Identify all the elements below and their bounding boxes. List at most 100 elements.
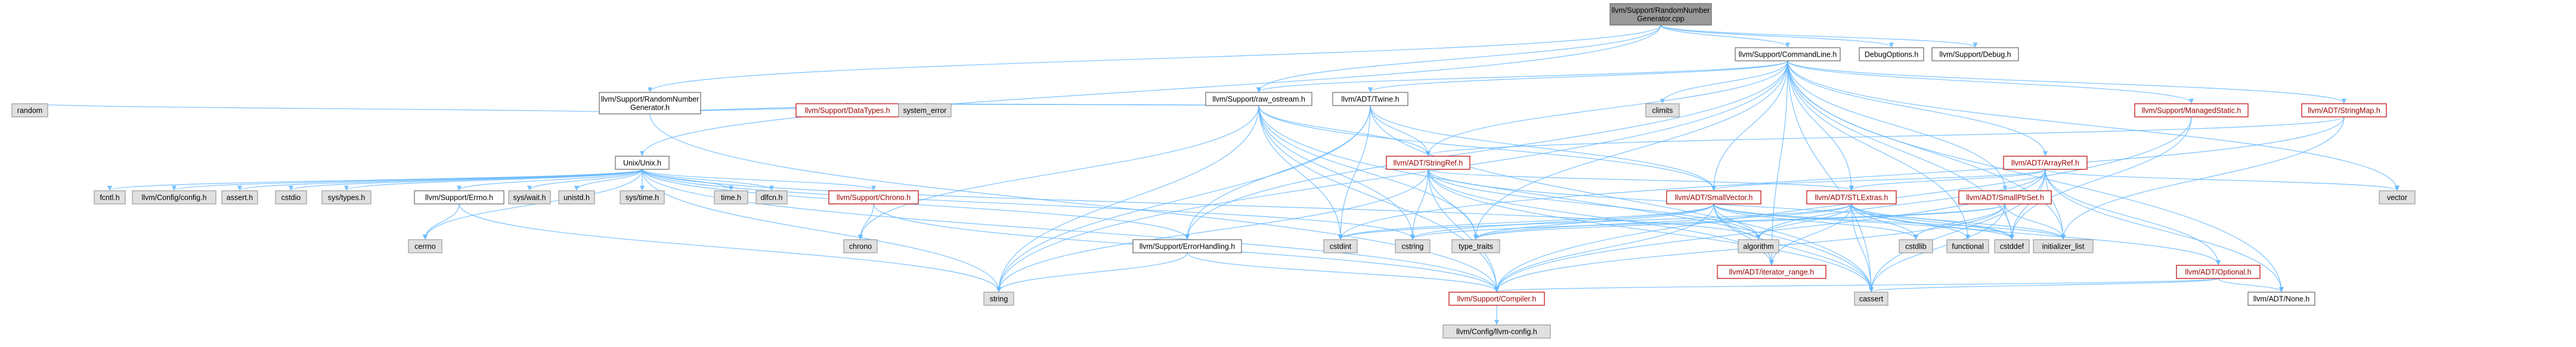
node-syserr: system_error [898, 103, 952, 117]
edge-line [1755, 169, 2046, 240]
node-label: llvm/ADT/StringRef.h [1394, 159, 1463, 168]
node-box [983, 292, 1014, 306]
node-twine[interactable]: llvm/ADT/Twine.h [1332, 92, 1408, 106]
node-cmdline[interactable]: llvm/Support/CommandLine.h [1735, 47, 1841, 61]
node-label: random [17, 107, 42, 115]
node-label: Generator.h [630, 104, 670, 112]
node-chrono: chrono [843, 239, 878, 253]
edge-line [1425, 60, 1788, 156]
edge-managed-to-cstddef [2009, 116, 2192, 240]
node-errhandling[interactable]: llvm/Support/ErrorHandling.h [1132, 239, 1242, 253]
edge-line [1868, 203, 2006, 292]
edge-line [1428, 169, 1854, 191]
edge-unix-to-syswait [527, 169, 643, 191]
node-label: cassert [1859, 295, 1884, 303]
node-label: llvm/ADT/ArrayRef.h [2011, 159, 2079, 168]
edge-unix-to-systypes [344, 169, 643, 191]
node-box [1854, 292, 1888, 306]
node-cstring: cstring [1395, 239, 1431, 253]
node-rawos[interactable]: llvm/Support/raw_ostream.h [1205, 92, 1312, 106]
edge-line [1711, 169, 2046, 191]
edge-line [1494, 116, 2192, 292]
edge-cmdline-to-string [996, 60, 1788, 292]
edge-arrayref-to-vector [2045, 169, 2399, 191]
node-box [1717, 265, 1826, 279]
edge-unix-to-cstdio [289, 169, 643, 191]
node-vector: vector [2379, 190, 2416, 205]
edge-rawos-to-cassert [1258, 105, 1874, 292]
node-smallvec[interactable]: llvm/ADT/SmallVector.h [1666, 190, 1761, 205]
node-errno[interactable]: llvm/Support/Errno.h [414, 190, 504, 205]
node-box [11, 103, 48, 117]
node-label: llvm/Support/RandomNumber [1612, 7, 1710, 15]
node-datatypes[interactable]: llvm/Support/DataTypes.h [795, 103, 899, 117]
node-smallptr[interactable]: llvm/ADT/SmallPtrSet.h [1958, 190, 2052, 205]
node-cassert: cassert [1854, 292, 1888, 306]
node-strmap[interactable]: llvm/ADT/StringMap.h [2301, 103, 2387, 117]
node-compiler[interactable]: llvm/Support/Compiler.h [1448, 292, 1545, 306]
edge-line [1428, 169, 1874, 292]
edge-twine-to-errhandling [1184, 105, 1371, 240]
edge-root-to-cmdline [1660, 24, 1791, 48]
edge-smallvec-to-cstdint [1337, 203, 1714, 240]
node-iterrange[interactable]: llvm/ADT/iterator_range.h [1717, 265, 1826, 279]
node-label: llvm/Support/ErrorHandling.h [1140, 243, 1236, 251]
edge-line [1256, 60, 1788, 92]
edge-line [2060, 116, 2345, 240]
edge-cmdline-to-vector [1787, 60, 2400, 191]
node-cerrno: cerrno [408, 239, 442, 253]
edge-rawos-to-typetraits [1258, 105, 1479, 240]
node-initlist: initializer_list [2033, 239, 2094, 253]
edge-line [642, 169, 1500, 292]
node-optional[interactable]: llvm/ADT/Optional.h [2176, 265, 2261, 279]
edge-rng-to-compiler [649, 113, 1500, 292]
edge-line [1787, 60, 2346, 104]
node-chronoh[interactable]: llvm/Support/Chrono.h [828, 190, 919, 205]
edge-line [1426, 116, 2345, 156]
node-managed[interactable]: llvm/Support/ManagedStatic.h [2134, 103, 2249, 117]
edge-line [642, 169, 1190, 240]
node-debugopt[interactable]: DebugOptions.h [1859, 47, 1924, 61]
node-unix[interactable]: Unix/Unix.h [615, 156, 670, 170]
edge-line [1660, 24, 1978, 48]
edge-stringref-to-algorithm [1428, 169, 1761, 240]
edge-line [1851, 203, 1971, 240]
edge-line [1494, 278, 2219, 292]
edge-strmap-to-cstdint [1337, 116, 2345, 240]
node-box [714, 190, 748, 205]
edge-line [1755, 203, 1852, 240]
edge-cmdline-to-typetraits [1473, 60, 1788, 240]
node-label: llvm/ADT/SmallVector.h [1675, 194, 1753, 202]
node-box [620, 190, 665, 205]
edge-errno-to-cerrno [422, 203, 460, 240]
edge-root-to-debugopt [1660, 24, 1894, 48]
edge-line [996, 105, 1259, 292]
node-stringref[interactable]: llvm/ADT/StringRef.h [1386, 156, 1470, 170]
node-box [1645, 103, 1680, 117]
node-label: vector [2387, 194, 2407, 202]
node-box [408, 239, 442, 253]
edge-line [344, 169, 643, 191]
edge-line [1184, 105, 1371, 240]
node-stlextras[interactable]: llvm/ADT/STLExtras.h [1806, 190, 1897, 205]
node-label: llvm/Config/llvm-config.h [1456, 328, 1537, 336]
node-debug[interactable]: llvm/Support/Debug.h [1931, 47, 2019, 61]
edge-line [1787, 60, 1971, 240]
edge-line [1713, 203, 2015, 240]
node-none[interactable]: llvm/ADT/None.h [2247, 292, 2315, 306]
node-label: climits [1652, 107, 1673, 115]
edge-line [996, 169, 1429, 292]
edge-line [2009, 116, 2192, 240]
edge-errhandling-to-compiler [1187, 252, 1500, 292]
edge-line [1713, 203, 1874, 292]
edge-line [1787, 60, 2048, 156]
edge-line [1473, 60, 1788, 240]
edge-arrayref-to-smallvec [1711, 169, 2046, 191]
node-box [1323, 239, 1358, 253]
edge-rawos-to-compiler [1258, 105, 1500, 292]
node-box [1395, 239, 1431, 253]
node-arrayref[interactable]: llvm/ADT/ArrayRef.h [2003, 156, 2088, 170]
node-box [132, 190, 216, 205]
